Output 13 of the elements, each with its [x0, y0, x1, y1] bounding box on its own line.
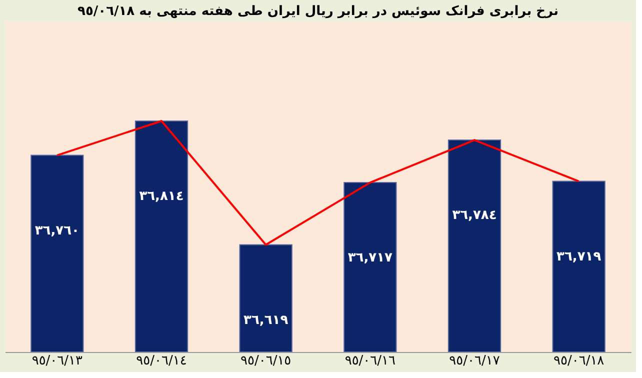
- x-tick-label: ٩٥/٠٦/١٥: [240, 354, 292, 368]
- data-label: ٣٦,٦١٩: [244, 312, 288, 328]
- data-label: ٣٦,٧٦٠: [34, 223, 80, 238]
- x-tick-label: ٩٥/٠٦/١٦: [344, 354, 396, 368]
- data-label: ٣٦,٧١٩: [556, 249, 602, 264]
- x-tick-label: ٩٥/٠٦/١٧: [449, 354, 500, 368]
- x-tick-label: ٩٥/٠٦/١٨: [554, 354, 604, 368]
- data-label: ٣٦,٨١٤: [139, 189, 184, 204]
- x-tick-label: ٩٥/٠٦/١٤: [136, 354, 187, 368]
- data-label: ٣٦,٧٨٤: [452, 208, 497, 224]
- chart-title: نرخ برابری فرانک سوئیس در برابر ریال ایران طی هفته منتهی به ٩٥/٠٦/١٨: [78, 4, 558, 19]
- x-tick-label: ٩٥/٠٦/١٣: [32, 354, 83, 368]
- data-label: ٣٦,٧١٧: [348, 250, 393, 266]
